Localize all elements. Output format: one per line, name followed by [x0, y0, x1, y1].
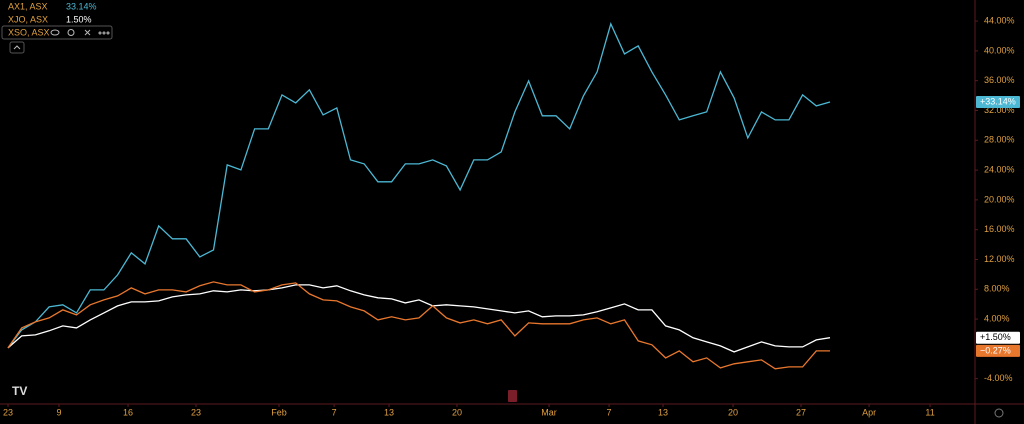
y-tick-label: 40.00%: [984, 45, 1015, 55]
x-tick-label: 7: [607, 407, 612, 417]
series-line: [7, 284, 831, 353]
x-tick-label: 11: [925, 407, 934, 417]
x-tick-label: 7: [332, 407, 337, 417]
x-tick-label: 23: [3, 407, 13, 417]
x-tick-label: Mar: [541, 407, 557, 417]
legend-row-box: [1, 25, 113, 40]
y-tick-label: 4.00%: [984, 313, 1010, 323]
legend-name: XSO, ASX: [8, 27, 50, 37]
collapse-icon: [13, 45, 21, 50]
price-badge: [976, 344, 1020, 357]
logo: TV: [12, 384, 27, 398]
x-tick-label: 20: [452, 407, 462, 417]
y-tick-label: -4.00%: [984, 373, 1013, 383]
y-tick-label: 36.00%: [984, 75, 1015, 85]
series-line: [7, 22, 831, 349]
x-tick-label: 9: [56, 407, 61, 417]
x-tick-label: 23: [191, 407, 201, 417]
x-tick-label: 13: [384, 407, 394, 417]
legend-value: 33.14%: [66, 1, 97, 11]
y-tick-label: 20.00%: [984, 194, 1015, 204]
y-tick-label: 28.00%: [984, 135, 1015, 145]
y-tick-label: 44.00%: [984, 15, 1015, 25]
price-badge: [976, 95, 1020, 108]
x-tick-label: Apr: [862, 407, 876, 417]
y-tick-label: 24.00%: [984, 164, 1015, 174]
y-tick-label: 12.00%: [984, 254, 1015, 264]
x-tick-label: 13: [658, 407, 668, 417]
legend-name: AX1, ASX: [8, 1, 48, 11]
price-badge-label: −0.27%: [980, 345, 1011, 355]
series-line: [7, 281, 830, 370]
marker-flag[interactable]: [508, 390, 517, 402]
y-tick-label: 32.00%: [984, 105, 1015, 115]
settings-icon[interactable]: [994, 408, 1004, 418]
collapse-button[interactable]: [9, 41, 25, 54]
x-tick-label: 16: [123, 407, 133, 417]
y-tick-label: 16.00%: [984, 224, 1015, 234]
y-tick-label: 8.00%: [984, 284, 1010, 294]
price-badge: [976, 331, 1020, 344]
legend-icons[interactable]: [50, 29, 110, 36]
x-tick-label: 20: [728, 407, 738, 417]
x-tick-label: 27: [796, 407, 806, 417]
price-badge-label: +1.50%: [980, 332, 1011, 342]
legend-value: 1.50%: [66, 14, 92, 24]
price-badge-label: +33.14%: [980, 96, 1016, 106]
x-tick-label: Feb: [271, 407, 287, 417]
legend-name: XJO, ASX: [8, 14, 48, 24]
